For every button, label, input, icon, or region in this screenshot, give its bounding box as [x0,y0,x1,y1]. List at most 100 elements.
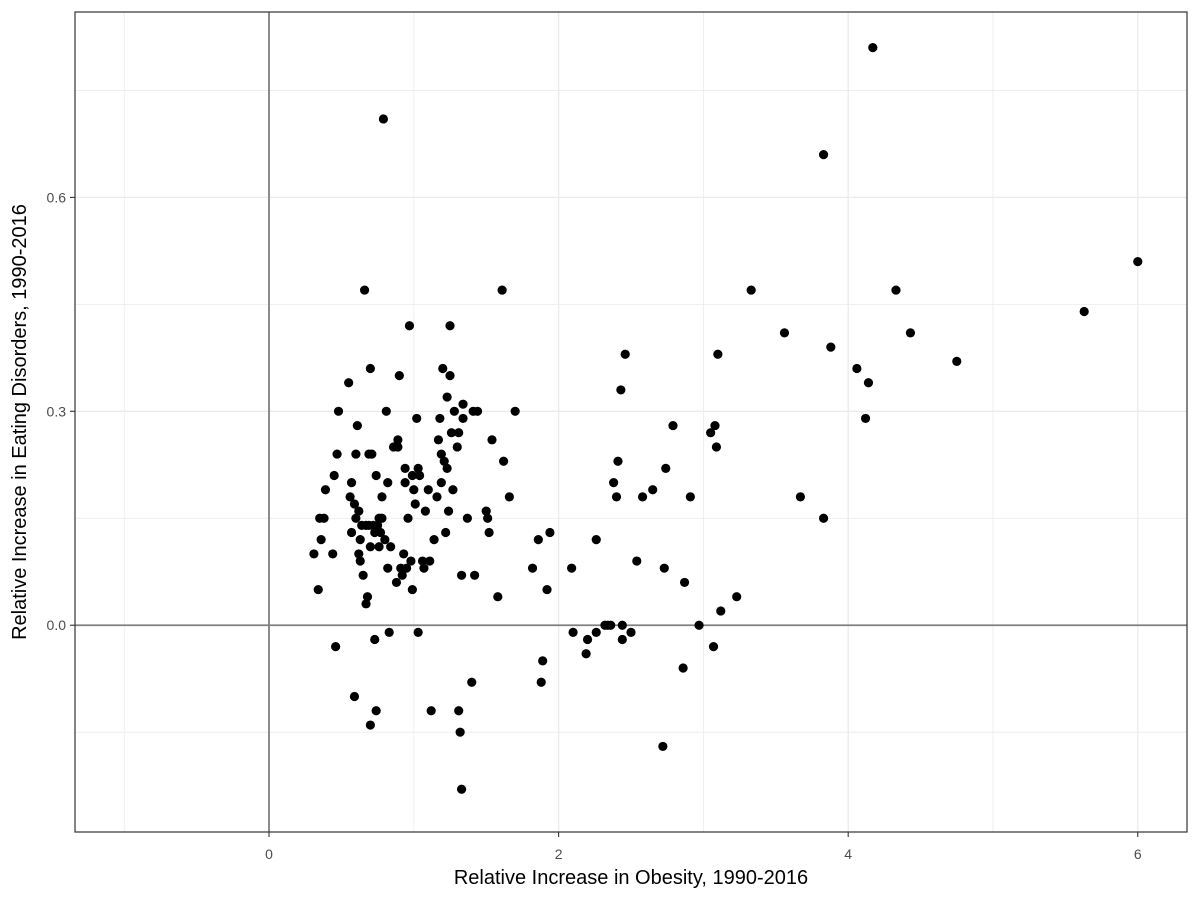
data-point [351,449,361,459]
x-axis-ticks: 0 2 4 6 [265,832,1142,862]
data-point [708,642,719,652]
data-point [435,413,445,424]
data-point [679,577,690,588]
data-point [383,478,393,488]
data-point [606,620,616,630]
data-point [423,485,433,495]
data-point [313,584,323,595]
data-point [455,727,465,737]
data-point [818,513,829,523]
data-point [481,506,491,516]
data-point [371,470,381,481]
data-point [438,363,448,374]
data-point [467,677,477,687]
data-point [445,321,455,331]
data-point [446,428,457,438]
data-point [498,456,509,466]
data-point [449,406,459,416]
data-point [420,506,430,516]
data-point [365,542,375,552]
data-point [795,492,806,502]
data-point [504,492,514,502]
data-point [355,556,365,566]
data-point [346,527,357,538]
data-point [403,513,413,523]
data-point [716,606,726,616]
data-point [346,478,357,488]
x-tick-label: 4 [844,846,852,862]
data-point [678,663,688,673]
data-point [351,513,361,523]
data-point [711,442,722,452]
panel-background [75,12,1187,832]
data-point [407,584,417,595]
data-point [732,592,742,602]
data-point [616,385,626,395]
data-point [419,563,429,573]
y-tick-label: 0.3 [47,403,67,419]
data-point [545,527,555,538]
data-point [413,463,423,473]
data-point [393,442,403,452]
data-point [406,556,416,566]
data-point [393,435,403,445]
data-point [462,513,472,523]
data-point [620,349,630,359]
data-point [412,413,422,424]
data-point [497,285,507,295]
data-point [380,535,390,545]
data-point [952,356,962,366]
data-point [328,549,338,559]
data-point [852,363,862,374]
data-point [685,492,695,502]
data-point [443,506,454,516]
data-point [359,285,370,295]
data-point [332,449,342,459]
data-point [365,720,375,730]
data-point [493,592,503,602]
data-point [617,620,627,630]
data-point [454,706,464,716]
data-point [452,442,462,452]
data-point [568,627,578,637]
panel-border [74,11,1188,833]
data-point [442,463,452,473]
x-axis-title: Relative Increase in Obesity, 1990-2016 [454,867,808,889]
data-point [381,406,391,416]
data-point [413,627,423,637]
minor-gridlines [75,12,1187,832]
data-point [632,556,642,566]
data-point [329,470,339,481]
data-point [863,378,874,388]
data-point [407,470,417,481]
data-point [397,570,407,580]
data-point [394,371,404,381]
y-tick-label: 0.0 [47,617,67,633]
data-point [538,656,548,666]
data-point [527,563,538,573]
data-point [458,399,468,409]
data-point [591,535,601,545]
data-point [432,492,442,502]
data-point [542,584,552,595]
data-point [400,478,410,488]
data-point [417,556,428,566]
data-point [320,485,331,495]
data-point [483,513,493,523]
data-point [358,570,368,580]
data-point [426,706,436,716]
data-point [384,627,394,637]
data-point [860,413,871,424]
data-point [316,535,326,545]
data-point [454,428,464,438]
data-point [582,634,593,645]
data-point [591,627,601,637]
data-point [1133,256,1143,267]
data-point [510,406,520,416]
data-point [399,549,409,559]
data-point [349,499,360,509]
data-point [458,413,468,424]
data-points [309,43,1143,794]
data-point [617,634,627,645]
